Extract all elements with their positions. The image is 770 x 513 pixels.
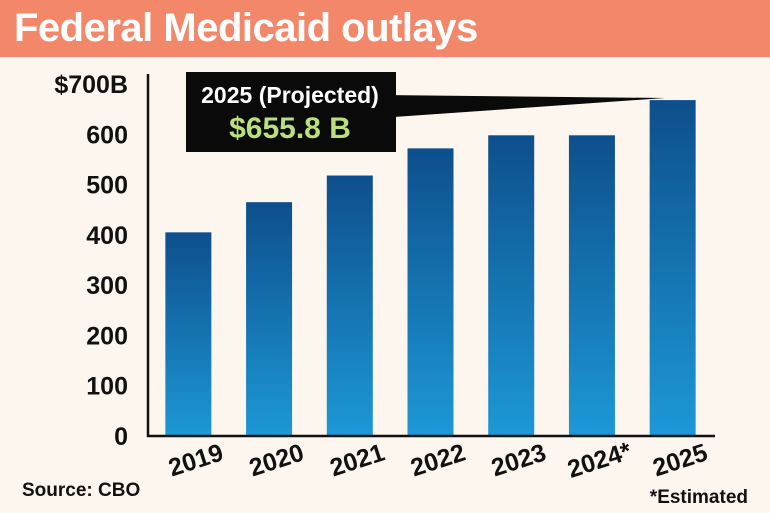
x-tick-label: 2019 — [165, 438, 227, 482]
chart-title: Federal Medicaid outlays — [14, 6, 478, 50]
x-tick-label: 2024* — [564, 437, 635, 484]
callout-box — [186, 72, 396, 152]
bar-2020 — [246, 202, 293, 436]
callout-label: 2025 (Projected) — [201, 82, 379, 108]
y-tick-label: 300 — [86, 272, 128, 300]
y-tick-label: 100 — [86, 373, 128, 401]
bar-2021 — [326, 175, 373, 436]
y-tick-label: 600 — [86, 121, 128, 149]
callout-pointer — [380, 95, 665, 118]
callout: 2025 (Projected) $655.8 B — [186, 72, 665, 152]
source-note: Source: CBO — [22, 480, 141, 501]
x-tick-label: 2020 — [246, 438, 308, 482]
y-tick-label: $700B — [54, 71, 128, 99]
y-tick-label: 500 — [86, 172, 128, 200]
y-tick-label: 200 — [86, 322, 128, 350]
bar-2022 — [407, 148, 454, 436]
title-bar: Federal Medicaid outlays — [0, 0, 770, 57]
callout-value: $655.8 B — [229, 112, 351, 145]
y-tick-label: 0 — [114, 423, 128, 451]
bar-2023 — [488, 135, 535, 436]
x-tick-label: 2022 — [407, 438, 469, 482]
x-tick-label: 2021 — [327, 438, 389, 482]
estimated-footnote: *Estimated — [649, 487, 748, 508]
x-tick-label: 2025 — [649, 438, 711, 482]
x-tick-label: 2023 — [488, 438, 550, 482]
y-tick-label: 400 — [86, 222, 128, 250]
bar-2019 — [165, 232, 212, 436]
bar-2025 — [649, 100, 696, 436]
bar-2024 — [568, 135, 615, 436]
